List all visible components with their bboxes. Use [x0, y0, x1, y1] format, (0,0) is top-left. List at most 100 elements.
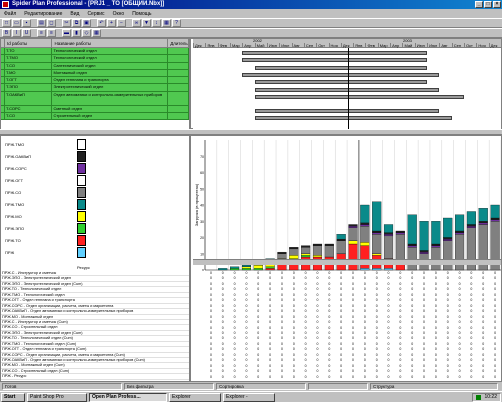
menu-help[interactable]: Помощь [132, 10, 152, 17]
new-icon[interactable]: □ [2, 19, 11, 27]
gantt-row[interactable]: Т.МО Монтажный отдел [1, 69, 190, 78]
resource-row-label[interactable]: ПРЖ.ОГТ - Отдел генплана и транспорта [1, 298, 189, 304]
task-explorer-2[interactable]: Explorer - [223, 392, 275, 402]
bold-icon[interactable]: B [2, 29, 11, 37]
resource-cell: 0 [387, 325, 390, 330]
resource-row-label[interactable]: ПРЖ.С - Инструктор и сметчик (Cum) [1, 320, 189, 326]
start-button[interactable]: Start [1, 392, 25, 402]
filter-icon[interactable]: ▼ [142, 19, 151, 27]
maximize-button[interactable]: □ [484, 1, 492, 8]
resource-row-label[interactable]: ПРЖ - Ресурс [1, 374, 189, 380]
y-tick-label: 40 [200, 204, 204, 208]
gantt-row[interactable]: Т.ТО Технологический отдел [1, 48, 190, 56]
gantt-row[interactable]: Т.СО Сантехнический отдел [1, 62, 190, 70]
resource-row-label[interactable]: ПРЖ.МО - Монтажный отдел (Cum) [1, 363, 189, 369]
resource-row-label[interactable]: ПРЖ.ОГТ - Отдел генплана и транспорта (C… [1, 347, 189, 353]
gantt-bar[interactable] [254, 116, 452, 121]
sort-icon[interactable]: ↕ [152, 19, 161, 27]
zoom-out-icon[interactable]: − [117, 19, 126, 27]
resource-row-label[interactable]: ПРЖ.СО - Строительный отдел (Cum) [1, 369, 189, 375]
header-col-name[interactable]: Название работы [52, 39, 169, 47]
histogram-view-icon[interactable]: ▮ [72, 29, 81, 37]
gantt-bar[interactable] [242, 58, 428, 63]
resource-cell: 0 [340, 369, 343, 374]
gantt-bar[interactable] [254, 108, 440, 113]
gantt-bar[interactable] [254, 87, 440, 92]
menu-file[interactable]: Файл [4, 10, 17, 17]
resource-cell: 0 [434, 336, 437, 341]
gantt-row[interactable]: Т.ОАКВиП Отдел автоматики и контрольно-из… [1, 91, 190, 106]
save-icon[interactable]: ▪ [22, 19, 31, 27]
resource-cell: 0 [446, 330, 449, 335]
menu-view[interactable]: Вид [70, 10, 80, 17]
italic-icon[interactable]: I [12, 29, 21, 37]
open-icon[interactable]: ▭ [12, 19, 21, 27]
gantt-row[interactable]: Т.ТМО Технологический отдел [1, 55, 190, 63]
print-icon[interactable]: ▤ [37, 19, 46, 27]
cut-icon[interactable]: ✂ [62, 19, 71, 27]
network-view-icon[interactable]: ◇ [82, 29, 91, 37]
task-open-plan[interactable]: Open Plan Profess... [89, 392, 167, 402]
gantt-view-icon[interactable]: ▬ [62, 29, 71, 37]
header-col-duration[interactable]: Длитель [170, 39, 189, 47]
resource-cell: 0 [363, 336, 366, 341]
help-icon[interactable]: ? [172, 19, 181, 27]
tray-icon[interactable] [476, 394, 482, 400]
calendar-icon[interactable]: ▦ [162, 19, 171, 27]
resource-row-label[interactable]: ПРЖ.ЭПО - Электротехнический отдел (Cum) [1, 282, 189, 288]
gantt-bar[interactable] [254, 80, 428, 85]
resource-cell: 0 [257, 369, 260, 374]
task-explorer[interactable]: Explorer [169, 392, 221, 402]
zoom-in-icon[interactable]: + [107, 19, 116, 27]
resource-cell: 0 [209, 271, 212, 275]
underline-icon[interactable]: U [22, 29, 31, 37]
gantt-bar[interactable] [254, 94, 465, 99]
pane-splitter[interactable] [0, 129, 502, 135]
resource-row-label[interactable]: ПРЖ.С - Инструктор и сметчик [1, 271, 189, 277]
resource-row-label[interactable]: ПРЖ.СОРС - Отдел организации, расчета, с… [1, 353, 189, 358]
paste-icon[interactable]: ▣ [82, 19, 91, 27]
table-view-icon[interactable]: ▦ [92, 29, 101, 37]
close-button[interactable]: × [493, 1, 501, 8]
align-left-icon[interactable]: ≡ [37, 29, 46, 37]
menu-service[interactable]: Сервис [87, 10, 105, 17]
resource-cell: 0 [482, 325, 485, 330]
header-col-id[interactable]: Id работы [5, 39, 53, 47]
gantt-bar[interactable] [254, 65, 428, 70]
resource-row-label[interactable]: ПРЖ.ОАКВиП - Отдел автоматики и контроль… [1, 358, 189, 364]
resource-row-label[interactable]: ПРЖ.ТМО - Технологический отдел [1, 293, 189, 299]
resource-cell: 0 [423, 271, 425, 275]
resource-cell: 0 [328, 336, 331, 341]
menu-edit[interactable]: Редактирование [24, 10, 63, 17]
resource-cell: 0 [387, 369, 390, 374]
gantt-row[interactable]: Т.СО Строительный отдел [1, 113, 190, 121]
gantt-bar[interactable] [242, 51, 428, 55]
resource-row-label[interactable]: ПРЖ.СО - Строительный отдел [1, 325, 189, 331]
resource-cell: 0 [280, 358, 283, 363]
resource-row-label[interactable]: ПРЖ.МО - Монтажный отдел [1, 315, 189, 320]
preview-icon[interactable]: ◻ [47, 19, 56, 27]
horizontal-scrollbar[interactable] [193, 259, 501, 265]
gantt-row[interactable]: Т.ЭПО Электротехнический отдел [1, 84, 190, 92]
bar-segment [348, 227, 358, 241]
resource-row-label[interactable]: ПРЖ.ЭПО - Электротехнический отдел (Cum) [1, 331, 189, 337]
link-icon[interactable]: ∞ [132, 19, 141, 27]
gantt-row[interactable]: Т.ОГТ Отдел генплана и транспорта [1, 77, 190, 85]
undo-icon[interactable]: ↶ [97, 19, 106, 27]
gantt-bar[interactable] [242, 72, 440, 77]
copy-icon[interactable]: ⧉ [72, 19, 81, 27]
resource-row-label[interactable]: ПРЖ.ТО - Технологический отдел [1, 287, 189, 293]
resource-row-label[interactable]: ПРЖ.ЭПО - Электротехнический отдел [1, 276, 189, 282]
menu-window[interactable]: Окно [112, 10, 125, 17]
resource-row-label[interactable]: ПРЖ.ОАКВиП - Отдел автоматики и контроль… [1, 309, 189, 315]
minimize-button[interactable]: _ [475, 1, 483, 8]
resource-cell: 0 [411, 336, 414, 341]
resource-row-label[interactable]: ПРЖ.ТО - Технологический отдел (Cum) [1, 336, 189, 342]
align-center-icon[interactable]: ≡ [47, 29, 56, 37]
resource-row-label[interactable]: ПРЖ.ТМО - Технологический отдел (Cum) [1, 342, 189, 348]
task-paint-shop[interactable]: Paint Shop Pro [27, 392, 87, 402]
gantt-row[interactable]: Т.СОРС Сметный отдел [1, 105, 190, 114]
resource-cell: 0 [292, 314, 295, 319]
resource-row-label[interactable]: ПРЖ.СОРС - Отдел организации, расчета, с… [1, 304, 189, 310]
